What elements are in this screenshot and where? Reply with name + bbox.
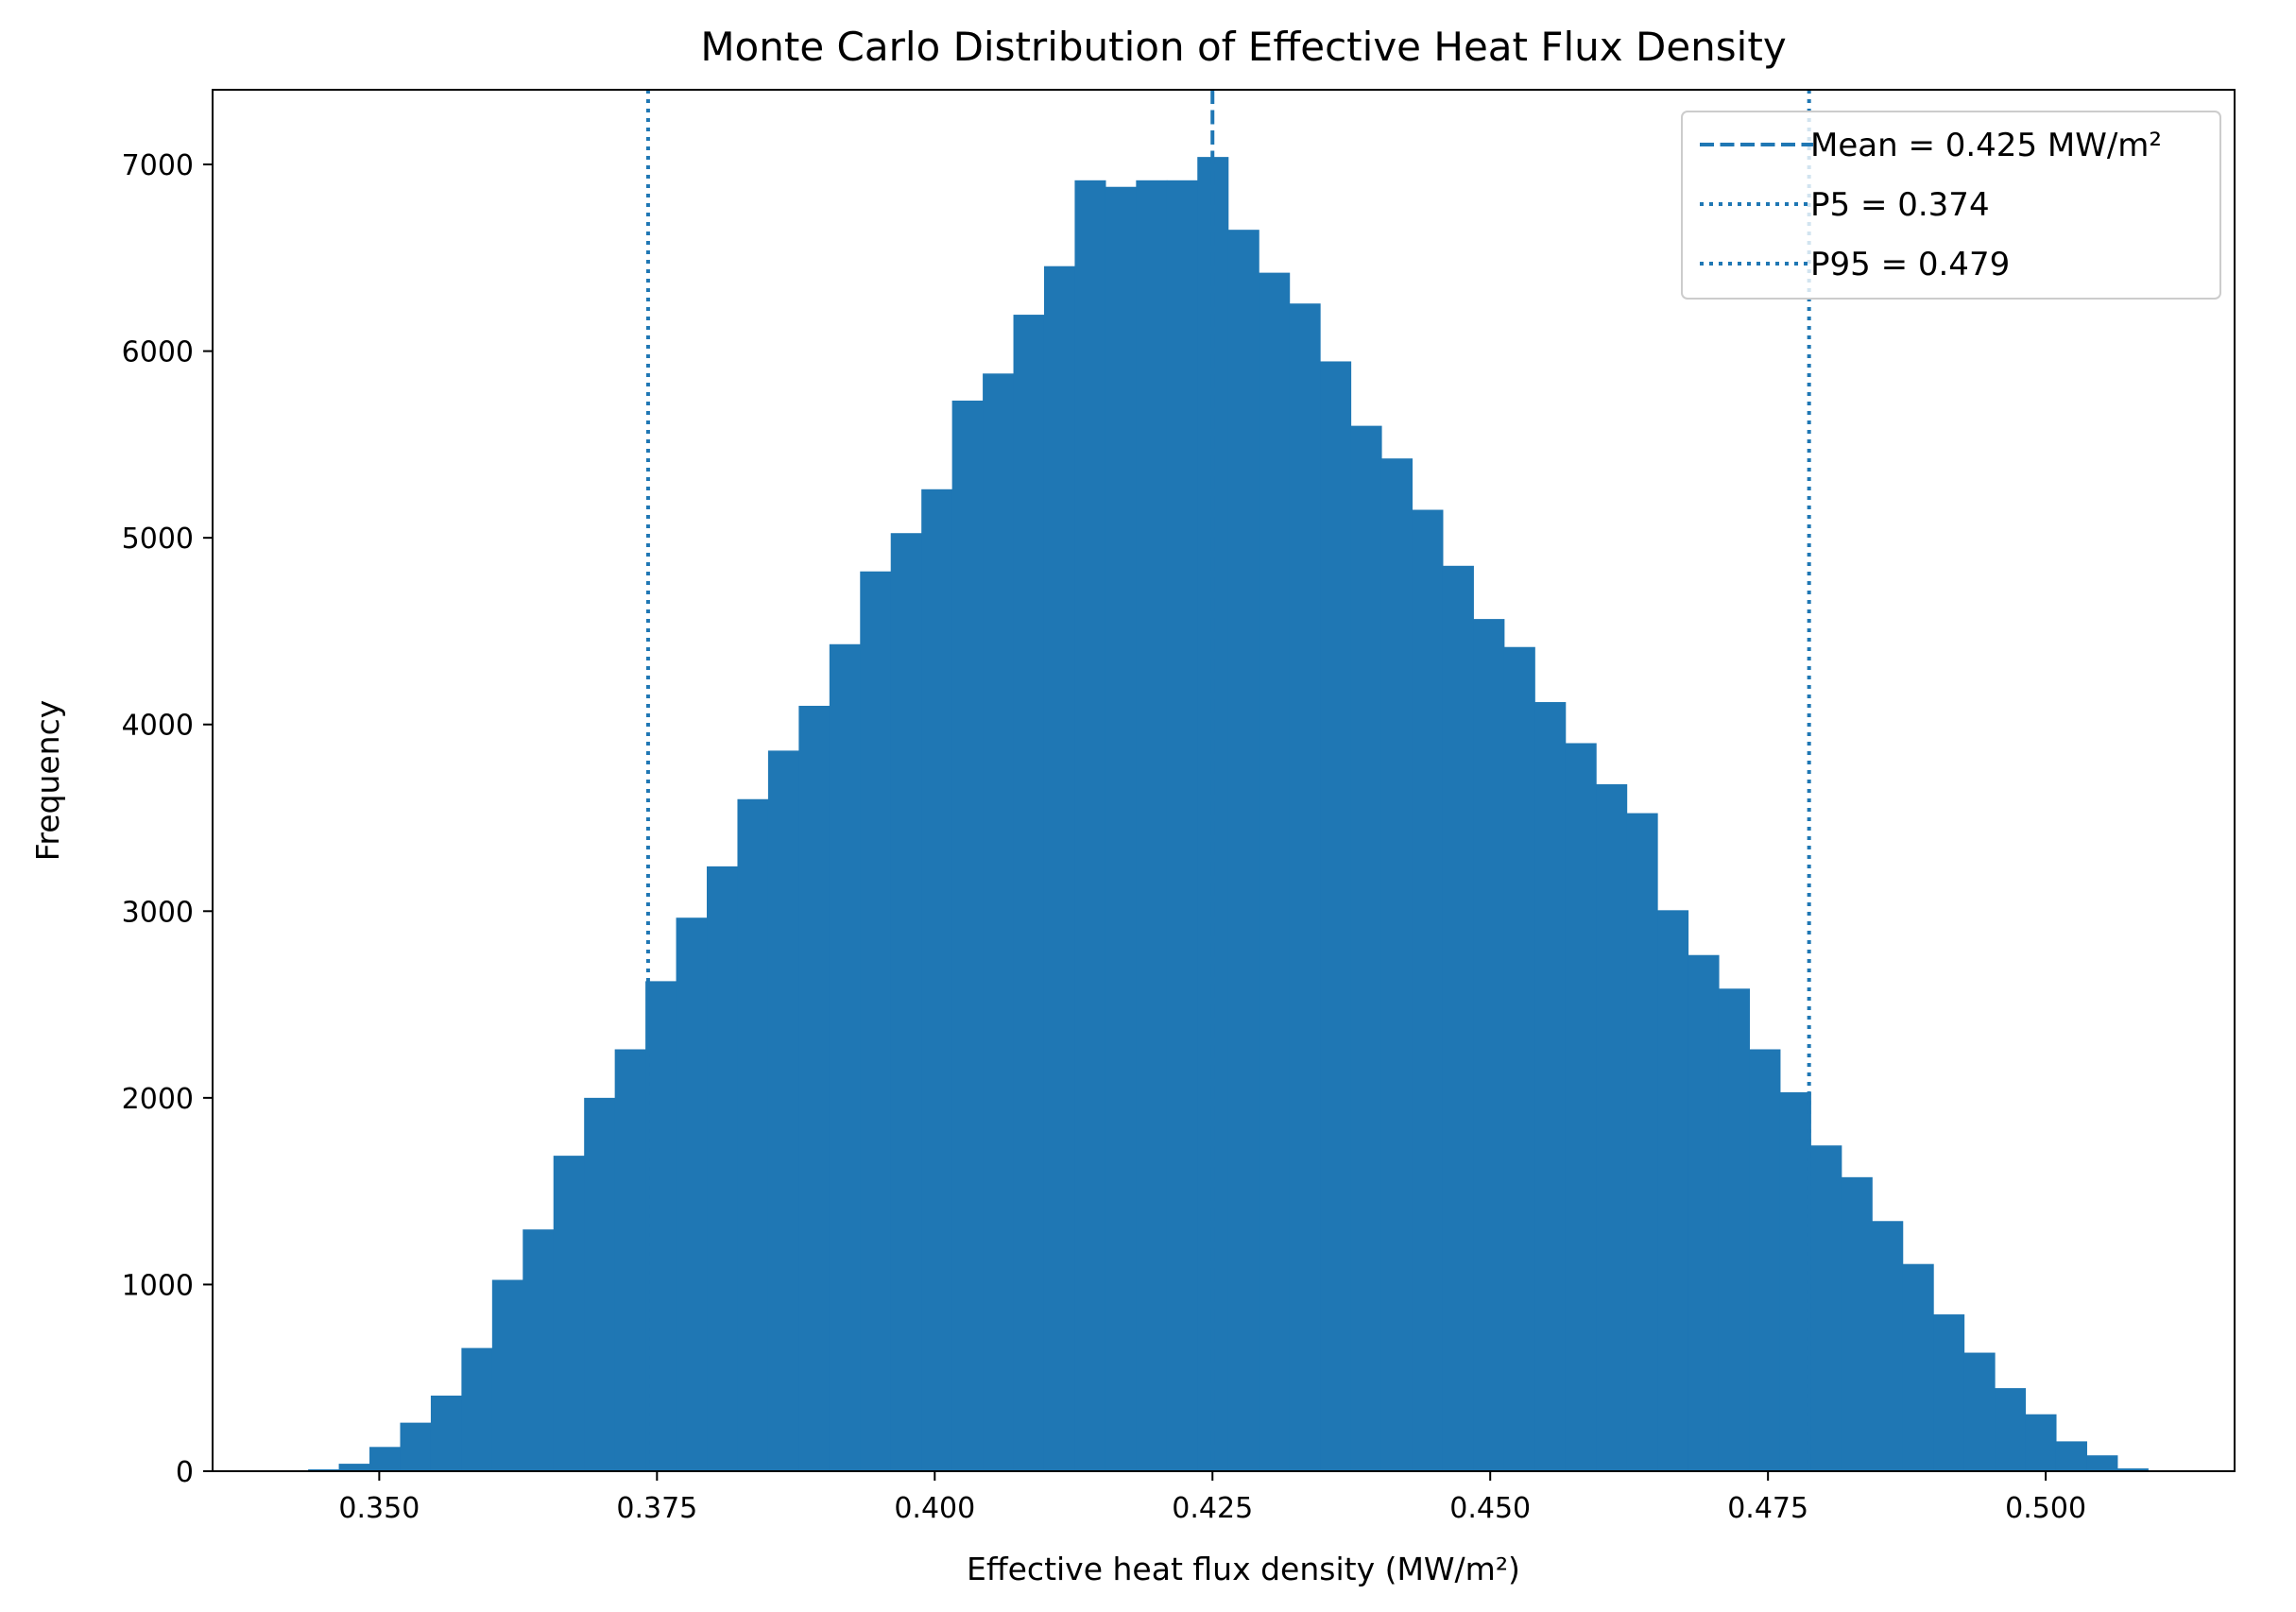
- histogram-bar: [2055, 1441, 2087, 1471]
- histogram-bar: [860, 571, 892, 1471]
- histogram-bar: [676, 917, 708, 1471]
- histogram-bar: [1259, 272, 1291, 1471]
- histogram-bar: [614, 1049, 646, 1471]
- x-tick-label: 0.375: [616, 1492, 697, 1525]
- x-axis-label: Effective heat flux density (MW/m²): [967, 1551, 1520, 1587]
- histogram-bar: [523, 1229, 555, 1471]
- histogram-bar: [1227, 230, 1259, 1472]
- histogram-bar: [1872, 1221, 1904, 1471]
- histogram-bar: [553, 1156, 585, 1471]
- histogram-bar: [1688, 954, 1720, 1471]
- histogram-bar: [1626, 813, 1658, 1471]
- histogram-bar: [1473, 619, 1505, 1471]
- histogram-bar: [1779, 1091, 1811, 1471]
- histogram-bar: [1995, 1388, 2027, 1471]
- y-tick-label: 0: [176, 1456, 194, 1489]
- histogram-bar: [1933, 1314, 1965, 1471]
- x-axis-ticks: 0.350 0.375 0.400 0.425 0.450 0.475 0.500: [338, 1471, 2086, 1525]
- histogram-bar: [707, 866, 739, 1471]
- histogram-bar: [1105, 186, 1137, 1472]
- legend-label: P95 = 0.479: [1810, 246, 2010, 283]
- histogram-bar: [1013, 315, 1045, 1472]
- histogram-bar: [1412, 509, 1444, 1471]
- histogram-bar: [461, 1347, 493, 1471]
- legend-box: [1681, 111, 2221, 300]
- histogram-bar: [1289, 303, 1321, 1472]
- histogram-bar: [1136, 180, 1168, 1471]
- histogram-bar: [1902, 1263, 1934, 1471]
- histogram-bar: [921, 489, 953, 1471]
- histogram-bar: [737, 798, 769, 1471]
- histogram-bar: [1596, 783, 1628, 1471]
- histogram-bar: [1749, 1049, 1781, 1471]
- histogram-bar: [1442, 565, 1474, 1471]
- histogram-bar: [2025, 1414, 2057, 1471]
- y-tick-label: 4000: [122, 710, 194, 743]
- y-tick-label: 7000: [122, 149, 194, 182]
- histogram-bar: [430, 1395, 462, 1471]
- y-tick-label: 5000: [122, 523, 194, 556]
- y-tick-label: 2000: [122, 1083, 194, 1116]
- histogram-bar: [798, 705, 831, 1471]
- histogram-bars: [308, 157, 2149, 1472]
- histogram-bar: [1534, 702, 1567, 1471]
- chart-title: Monte Carlo Distribution of Effective He…: [700, 24, 1786, 70]
- y-axis-ticks: 0 1000 2000 3000 4000 5000 6000 7000: [122, 149, 213, 1489]
- histogram-bar: [1320, 361, 1352, 1471]
- x-tick-label: 0.425: [1172, 1492, 1253, 1525]
- histogram-bar: [767, 750, 799, 1471]
- histogram-bar: [1043, 266, 1076, 1471]
- x-tick-label: 0.350: [338, 1492, 420, 1525]
- histogram-bar: [1810, 1145, 1842, 1471]
- histogram-bar: [1565, 743, 1597, 1471]
- histogram-bar: [1350, 425, 1382, 1472]
- histogram-bar: [1963, 1352, 1996, 1471]
- histogram-bar: [951, 400, 984, 1472]
- histogram-bar: [1841, 1176, 1873, 1471]
- y-axis-label: Frequency: [29, 700, 66, 861]
- x-tick-label: 0.400: [894, 1492, 975, 1525]
- histogram-bar: [890, 533, 922, 1471]
- histogram-bar: [1503, 646, 1535, 1471]
- x-tick-label: 0.500: [2005, 1492, 2086, 1525]
- histogram-bar: [2086, 1455, 2118, 1471]
- histogram-bar: [829, 643, 861, 1471]
- histogram-bar: [584, 1097, 616, 1471]
- x-tick-label: 0.450: [1449, 1492, 1531, 1525]
- reference-lines: [645, 90, 1811, 1471]
- histogram-bar: [1074, 180, 1106, 1471]
- histogram-bar: [2116, 1468, 2149, 1471]
- histogram-bar: [369, 1447, 402, 1471]
- histogram-bar: [645, 981, 677, 1471]
- histogram-bar: [338, 1464, 370, 1471]
- x-tick-label: 0.475: [1727, 1492, 1808, 1525]
- plot-frame: [212, 89, 2236, 1472]
- y-tick-label: 3000: [122, 896, 194, 929]
- histogram-bar: [1380, 458, 1414, 1472]
- histogram-bar: [983, 373, 1015, 1471]
- histogram-bar: [1718, 988, 1750, 1471]
- legend-label: Mean = 0.425 MW/m²: [1810, 127, 2162, 164]
- histogram-bar: [1657, 910, 1689, 1471]
- y-tick-label: 1000: [122, 1269, 194, 1302]
- y-tick-label: 6000: [122, 336, 194, 369]
- histogram-bar: [491, 1279, 523, 1471]
- histogram-bar: [400, 1422, 432, 1471]
- histogram-bar: [1166, 180, 1198, 1471]
- legend-label: P5 = 0.374: [1810, 186, 1990, 224]
- legend: Mean = 0.425 MW/m² P5 = 0.374 P95 = 0.479: [1681, 111, 2221, 300]
